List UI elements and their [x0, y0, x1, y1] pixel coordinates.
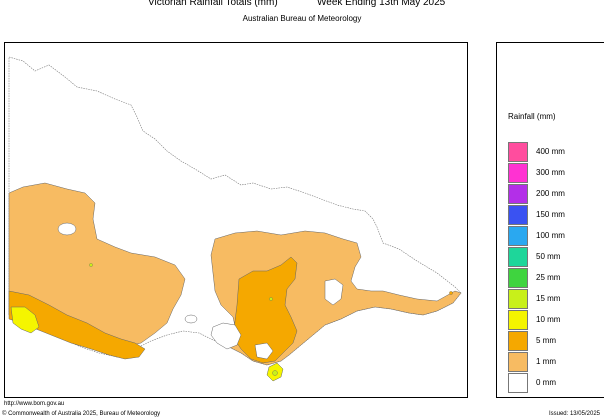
footer-copyright: © Commonwealth of Australia 2025, Bureau… [2, 411, 161, 417]
lake-southwest [184, 314, 198, 324]
legend-swatch [508, 142, 528, 162]
rain-area-southwest-10mm [10, 306, 40, 334]
east-lakes [324, 278, 344, 306]
legend-swatch [508, 163, 528, 183]
legend-swatch [508, 289, 528, 309]
station-dot-west [89, 263, 93, 267]
legend-label: 100 mm [536, 231, 565, 240]
rainfall-map [4, 42, 468, 398]
legend-swatch [508, 226, 528, 246]
legend-label: 1 mm [536, 357, 556, 366]
station-dot-east [449, 291, 453, 295]
victoria-map-svg [8, 56, 462, 382]
legend-label: 0 mm [536, 378, 556, 387]
legend-label: 50 mm [536, 252, 561, 261]
legend-swatch [508, 268, 528, 288]
map-title: Victorian Rainfall Totals (mm) [148, 0, 278, 8]
map-subtitle: Australian Bureau of Meteorology [242, 14, 362, 23]
legend-swatch [508, 373, 528, 393]
map-date: Week Ending 13th May 2025 [317, 0, 446, 8]
port-phillip-bay [210, 322, 242, 350]
legend-title: Rainfall (mm) [508, 112, 556, 121]
legend-swatch [508, 205, 528, 225]
legend-label: 15 mm [536, 294, 561, 303]
legend-label: 300 mm [536, 168, 565, 177]
legend-label: 10 mm [536, 315, 561, 324]
header: Victorian Rainfall Totals (mm) Week Endi… [0, 0, 604, 12]
legend-swatch [508, 310, 528, 330]
legend-swatch [508, 247, 528, 267]
rain-spot-prom-15mm [272, 370, 278, 376]
legend-label: 200 mm [536, 189, 565, 198]
footer-issued: Issued: 13/05/2025 [548, 411, 600, 417]
legend-swatch [508, 184, 528, 204]
legend-swatch [508, 352, 528, 372]
footer-url[interactable]: http://www.bom.gov.au [4, 401, 65, 407]
legend-swatch [508, 331, 528, 351]
legend-label: 150 mm [536, 210, 565, 219]
legend-label: 5 mm [536, 336, 556, 345]
legend-label: 25 mm [536, 273, 561, 282]
lake-west [57, 222, 77, 236]
western-port [254, 342, 274, 360]
station-dot-central [269, 297, 273, 301]
legend-label: 400 mm [536, 147, 565, 156]
